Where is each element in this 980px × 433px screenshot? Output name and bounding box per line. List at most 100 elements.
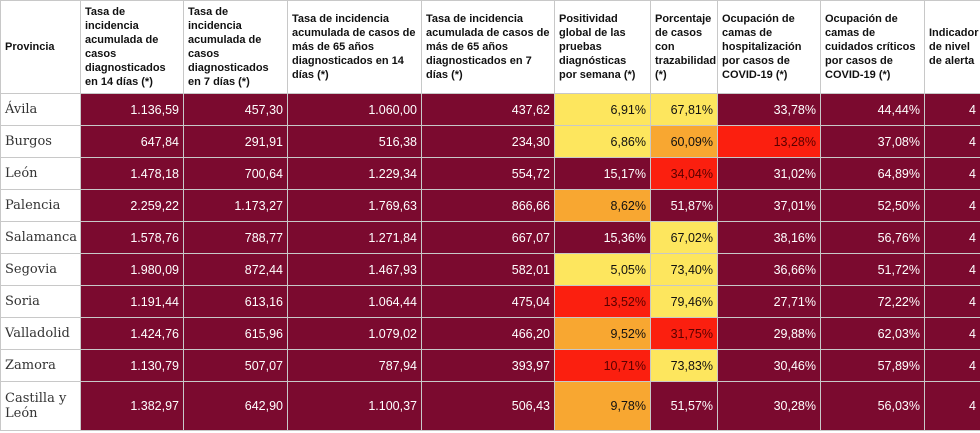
table-cell: 4 bbox=[924, 317, 980, 350]
table-body: Ávila 1.136,59 457,30 1.060,00 437,62 6,91% 67… bbox=[0, 93, 980, 431]
table-cell: 1.467,93 bbox=[287, 253, 422, 286]
table-cell: 6,91% bbox=[554, 93, 651, 126]
table-cell: 872,44 bbox=[183, 253, 288, 286]
province-name: Castilla y León bbox=[0, 381, 81, 431]
table-cell: 516,38 bbox=[287, 125, 422, 158]
table-cell: 13,52% bbox=[554, 285, 651, 318]
table-cell: 4 bbox=[924, 157, 980, 190]
table-cell: 34,04% bbox=[650, 157, 718, 190]
column-header-label: Tasa de incidencia acumulada de casos di… bbox=[85, 6, 166, 88]
table-cell: 787,94 bbox=[287, 349, 422, 382]
column-header-0: Provincia bbox=[0, 0, 81, 94]
table-cell: 613,16 bbox=[183, 285, 288, 318]
column-header-2: Tasa de incidencia acumulada de casos di… bbox=[183, 0, 288, 94]
table-row: Salamanca 1.578,76 788,77 1.271,84 667,07 15,… bbox=[0, 221, 980, 254]
table-row: Valladolid 1.424,76 615,96 1.079,02 466,20 9,… bbox=[0, 317, 980, 350]
table-row: Ávila 1.136,59 457,30 1.060,00 437,62 6,91% 67… bbox=[0, 93, 980, 126]
table-cell: 1.064,44 bbox=[287, 285, 422, 318]
column-header-5: Positividad global de las pruebas diagnó… bbox=[554, 0, 651, 94]
table-cell: 1.271,84 bbox=[287, 221, 422, 254]
table-cell: 1.191,44 bbox=[80, 285, 184, 318]
table-cell: 700,64 bbox=[183, 157, 288, 190]
table-cell: 1.173,27 bbox=[183, 189, 288, 222]
table-cell: 866,66 bbox=[421, 189, 555, 222]
header-row: Provincia Tasa de incidencia acumulada de… bbox=[0, 0, 980, 94]
table-cell: 33,78% bbox=[717, 93, 821, 126]
province-name: Ávila bbox=[0, 93, 81, 126]
table-cell: 62,03% bbox=[820, 317, 925, 350]
table-cell: 506,43 bbox=[421, 381, 555, 431]
province-name: Burgos bbox=[0, 125, 81, 158]
table-cell: 79,46% bbox=[650, 285, 718, 318]
footnote-marker: (*) bbox=[238, 76, 250, 88]
table-cell: 9,52% bbox=[554, 317, 651, 350]
province-name: Soria bbox=[0, 285, 81, 318]
table-cell: 56,76% bbox=[820, 221, 925, 254]
footnote-marker: (*) bbox=[141, 76, 153, 88]
table-cell: 291,91 bbox=[183, 125, 288, 158]
table-cell: 67,81% bbox=[650, 93, 718, 126]
table-cell: 29,88% bbox=[717, 317, 821, 350]
table-cell: 31,75% bbox=[650, 317, 718, 350]
table-cell: 1.980,09 bbox=[80, 253, 184, 286]
table-cell: 1.130,79 bbox=[80, 349, 184, 382]
table-row: Castilla y León 1.382,97 642,90 1.100,37 506… bbox=[0, 381, 980, 431]
table-cell: 31,02% bbox=[717, 157, 821, 190]
table-cell: 67,02% bbox=[650, 221, 718, 254]
table-cell: 10,71% bbox=[554, 349, 651, 382]
table-cell: 30,28% bbox=[717, 381, 821, 431]
table-cell: 30,46% bbox=[717, 349, 821, 382]
table-cell: 4 bbox=[924, 253, 980, 286]
table-cell: 13,28% bbox=[717, 125, 821, 158]
province-name: Segovia bbox=[0, 253, 81, 286]
table-cell: 51,72% bbox=[820, 253, 925, 286]
footnote-marker: (*) bbox=[655, 69, 667, 81]
table-cell: 15,17% bbox=[554, 157, 651, 190]
table-cell: 582,01 bbox=[421, 253, 555, 286]
table-cell: 64,89% bbox=[820, 157, 925, 190]
column-header-label: Positividad global de las pruebas diagnó… bbox=[559, 13, 627, 81]
province-name: Zamora bbox=[0, 349, 81, 382]
table-row: Soria 1.191,44 613,16 1.064,44 475,04 13,52% 7… bbox=[0, 285, 980, 318]
table-cell: 51,57% bbox=[650, 381, 718, 431]
column-header-9: Indicador de nivel de alerta bbox=[924, 0, 980, 94]
table-header: Provincia Tasa de incidencia acumulada de… bbox=[0, 0, 980, 94]
column-header-label: Indicador de nivel de alerta bbox=[929, 27, 979, 67]
table-cell: 15,36% bbox=[554, 221, 651, 254]
table-row: Burgos 647,84 291,91 516,38 234,30 6,86% 60,09… bbox=[0, 125, 980, 158]
table-cell: 4 bbox=[924, 285, 980, 318]
footnote-marker: (*) bbox=[878, 69, 891, 81]
table-cell: 37,01% bbox=[717, 189, 821, 222]
table-cell: 4 bbox=[924, 221, 980, 254]
table-cell: 4 bbox=[924, 349, 980, 382]
column-header-label: Ocupación de camas de cuidados críticos … bbox=[825, 13, 916, 81]
province-name: Salamanca bbox=[0, 221, 81, 254]
table-cell: 73,40% bbox=[650, 253, 718, 286]
column-header-6: Porcentaje de casos con trazabilidad (*) bbox=[650, 0, 718, 94]
table-cell: 1.578,76 bbox=[80, 221, 184, 254]
table-cell: 788,77 bbox=[183, 221, 288, 254]
table-cell: 37,08% bbox=[820, 125, 925, 158]
footnote-marker: (*) bbox=[317, 69, 329, 81]
table-cell: 38,16% bbox=[717, 221, 821, 254]
table-row: Zamora 1.130,79 507,07 787,94 393,97 10,71% 73… bbox=[0, 349, 980, 382]
table-cell: 73,83% bbox=[650, 349, 718, 382]
column-header-label: Tasa de incidencia acumulada de casos de… bbox=[292, 13, 416, 81]
table-cell: 4 bbox=[924, 381, 980, 431]
table-cell: 615,96 bbox=[183, 317, 288, 350]
table-cell: 1.229,34 bbox=[287, 157, 422, 190]
table-row: Palencia 2.259,22 1.173,27 1.769,63 866,66 8,… bbox=[0, 189, 980, 222]
table-cell: 1.100,37 bbox=[287, 381, 422, 431]
column-header-label: Provincia bbox=[5, 41, 55, 53]
table-cell: 475,04 bbox=[421, 285, 555, 318]
table-cell: 1.060,00 bbox=[287, 93, 422, 126]
table-cell: 1.136,59 bbox=[80, 93, 184, 126]
table-cell: 72,22% bbox=[820, 285, 925, 318]
table-cell: 44,44% bbox=[820, 93, 925, 126]
table-cell: 27,71% bbox=[717, 285, 821, 318]
column-header-label: Tasa de incidencia acumulada de casos di… bbox=[188, 6, 269, 88]
province-name: León bbox=[0, 157, 81, 190]
column-header-4: Tasa de incidencia acumulada de casos de… bbox=[421, 0, 555, 94]
table-cell: 437,62 bbox=[421, 93, 555, 126]
